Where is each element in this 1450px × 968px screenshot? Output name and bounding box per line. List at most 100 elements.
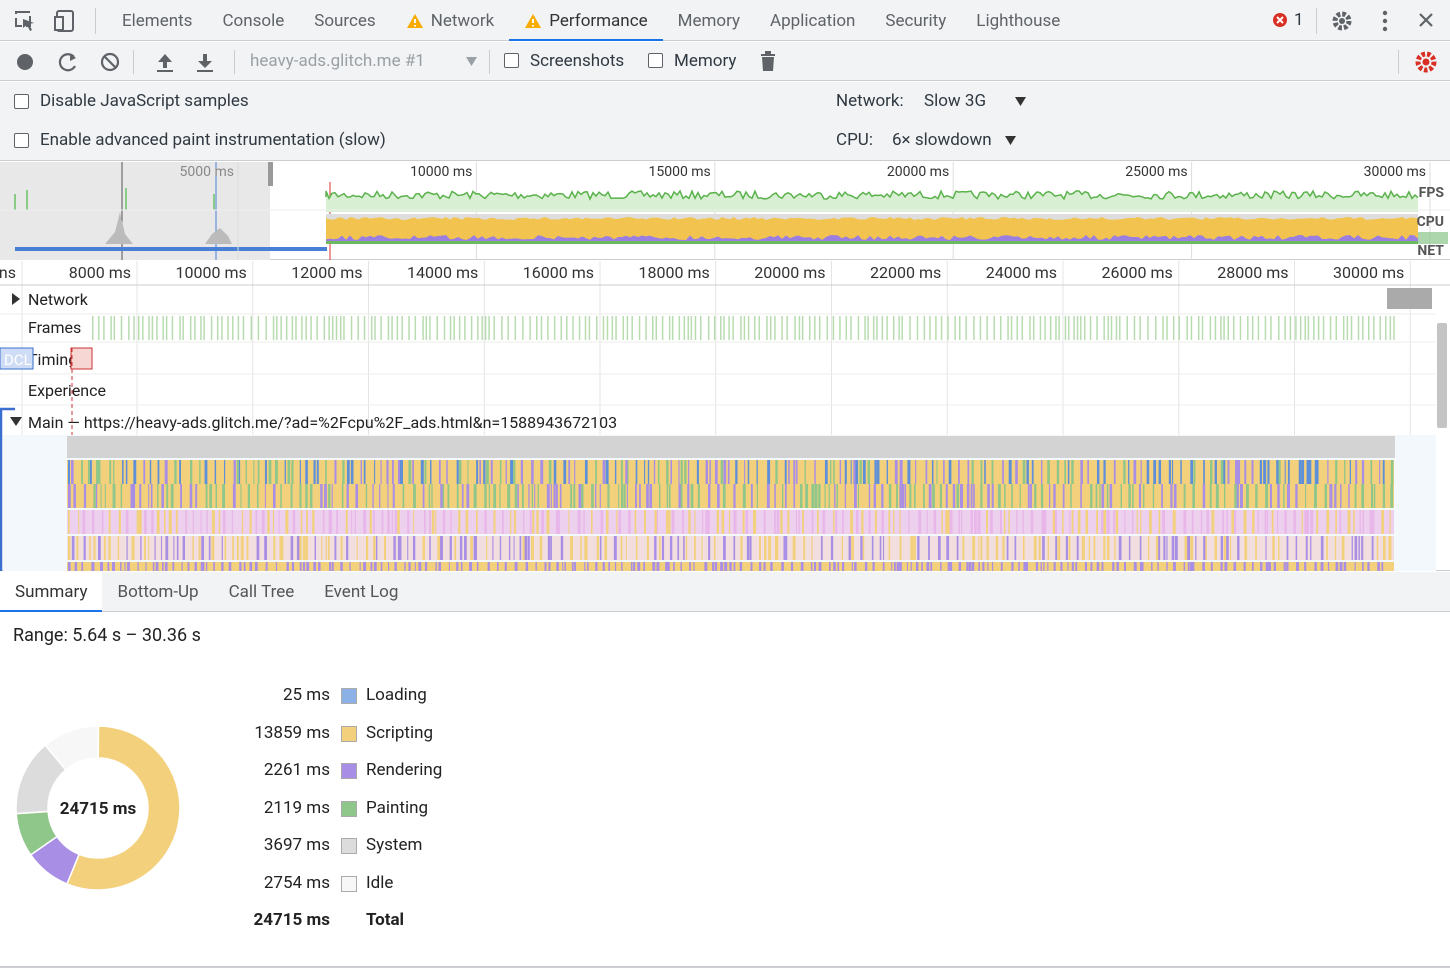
flame-slice [437, 536, 441, 560]
flame-slice [595, 460, 597, 484]
target-select[interactable]: heavy-ads.glitch.me #1 [250, 51, 425, 71]
flame-slice [1362, 562, 1364, 571]
tab[interactable]: Elements [107, 0, 207, 41]
flame-slice [83, 536, 86, 560]
tab-label: Sources [314, 10, 376, 31]
flame-slice [507, 484, 511, 508]
error-count[interactable]: 1 [1294, 10, 1304, 30]
flame-slice [899, 536, 902, 560]
flame-slice [125, 510, 129, 534]
summary-value: 2119 ms [263, 797, 330, 818]
selection-handle [268, 162, 273, 186]
flame-slice [931, 460, 934, 484]
tab-bar: Elements Console Sources Network Performance… [0, 0, 1450, 41]
flame-slice [1295, 484, 1298, 508]
flame-slice [960, 510, 963, 534]
timeline-tick-label: 14000 ms [407, 263, 478, 282]
frame [194, 316, 196, 340]
bottom-tab[interactable]: Call Tree [228, 582, 295, 602]
flame-slice [608, 562, 610, 571]
bottom-tab[interactable]: Event Log [324, 582, 399, 602]
tab[interactable]: Sources [299, 0, 390, 41]
cpu-select[interactable]: 6× slowdown [892, 130, 992, 150]
flame-slice [1226, 536, 1229, 560]
screenshots-label[interactable]: Screenshots [530, 51, 625, 71]
flame-slice [1067, 562, 1069, 571]
flame-slice [723, 460, 727, 484]
flame-slice [810, 562, 813, 571]
flame-slice [1305, 536, 1308, 560]
frame [387, 316, 390, 340]
flame-slice [324, 484, 327, 508]
overview-graph: 5000 ms 10000 ms 15000 ms 20000 ms 25000 ms 3… [0, 162, 1450, 260]
tab[interactable]: Console [207, 0, 299, 41]
frame [1190, 316, 1193, 340]
flame-slice [404, 562, 406, 571]
flame-slice [356, 536, 358, 560]
flame-slice [939, 484, 942, 508]
bottom-tab[interactable]: Summary [0, 572, 103, 612]
flame-slice [839, 460, 842, 484]
frame [596, 316, 598, 340]
flame-slice [185, 510, 187, 534]
frame [1270, 316, 1272, 340]
frame [818, 316, 821, 340]
tab[interactable]: Application [755, 0, 870, 41]
flame-slice [1191, 510, 1194, 534]
flame-slice [236, 460, 239, 484]
frame [808, 316, 811, 340]
flame-slice [431, 484, 433, 508]
checkbox[interactable] [648, 53, 663, 68]
tab[interactable]: Performance [509, 0, 663, 41]
flame-slice [689, 562, 691, 571]
trash-icon[interactable] [759, 50, 777, 72]
checkbox[interactable] [14, 133, 29, 148]
flame-slice [120, 562, 122, 571]
flame-slice [221, 536, 223, 560]
frame [781, 316, 783, 340]
flame-slice [1158, 460, 1162, 484]
tab[interactable]: Security [870, 0, 961, 41]
flame-slice [199, 460, 201, 484]
flame-slice [268, 460, 272, 484]
tab[interactable]: Lighthouse [961, 0, 1075, 41]
flame-slice [697, 484, 700, 508]
cpu-spike [105, 212, 133, 244]
flame-slice [599, 536, 602, 560]
donut-segment [44, 725, 99, 771]
checkbox[interactable] [14, 94, 29, 109]
flame-slice [1147, 536, 1150, 560]
flame-slice [604, 536, 608, 560]
flame-slice [739, 562, 743, 571]
flame-slice [243, 562, 246, 571]
checkbox[interactable] [504, 53, 519, 68]
flame-slice [91, 562, 95, 571]
memory-label[interactable]: Memory [674, 51, 737, 71]
flame-slice [1304, 510, 1307, 534]
flame-slice [1140, 510, 1142, 534]
network-select[interactable]: Slow 3G [924, 91, 987, 111]
timeline-tick-label: 16000 ms [523, 263, 594, 282]
flame-slice [1152, 484, 1155, 508]
summary-value: 3697 ms [263, 835, 330, 855]
bottom-tab[interactable]: Bottom-Up [117, 582, 199, 602]
tab[interactable]: Memory [663, 0, 755, 41]
flame-slice [853, 460, 856, 484]
flame-slice [958, 562, 962, 571]
flame-slice [1084, 562, 1087, 571]
flame-slice [584, 562, 586, 571]
flame-slice [510, 460, 513, 484]
js-samples-label[interactable]: Disable JavaScript samples [40, 91, 249, 111]
flame-slice [170, 484, 174, 508]
frame [566, 316, 568, 340]
flame-slice [928, 536, 930, 560]
frame [1058, 316, 1060, 340]
paint-label[interactable]: Enable advanced paint instrumentation (s… [40, 130, 386, 150]
flame-slice [974, 510, 977, 534]
tab[interactable]: Network [391, 0, 510, 41]
flame-slice [991, 484, 994, 508]
flame-slice [1370, 460, 1373, 484]
flame-slice [1030, 510, 1034, 534]
flame-slice [893, 510, 895, 534]
settings-icon[interactable] [1414, 50, 1438, 74]
